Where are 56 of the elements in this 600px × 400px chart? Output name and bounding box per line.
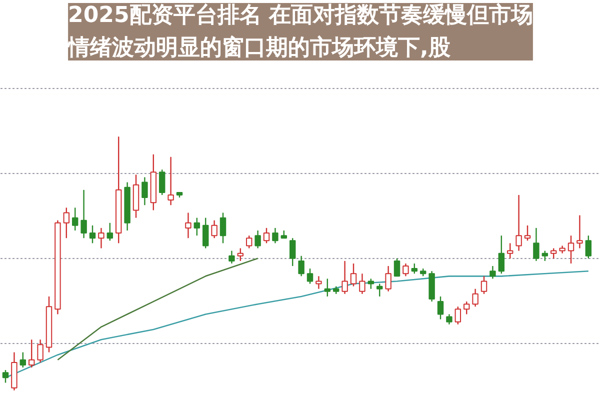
- candlestick: [490, 265, 496, 280]
- candlestick: [359, 273, 366, 295]
- candlestick: [142, 176, 148, 206]
- candlestick: [376, 283, 383, 298]
- candlestick: [463, 300, 470, 315]
- candlestick: [246, 234, 252, 249]
- candlestick: [228, 250, 235, 264]
- candlestick: [72, 207, 78, 232]
- candlestick: [585, 234, 592, 260]
- candlestick: [194, 217, 200, 236]
- candlestick: [576, 214, 583, 249]
- candlestick: [316, 276, 322, 290]
- candlestick: [211, 220, 218, 239]
- candlestick: [524, 224, 531, 242]
- candlestick: [368, 278, 374, 290]
- candlestick: [202, 217, 209, 249]
- candlestick: [480, 276, 488, 295]
- candlestick: [498, 234, 505, 274]
- candlestick: [533, 227, 540, 262]
- candlestick: [306, 268, 314, 284]
- candlestick: [324, 278, 331, 298]
- candlestick: [506, 242, 514, 260]
- candlestick: [2, 369, 9, 384]
- candlestick: [89, 224, 96, 244]
- candlestick: [168, 156, 174, 206]
- candlestick: [37, 339, 44, 364]
- candlestick: [472, 288, 478, 308]
- candlestick: [446, 314, 452, 325]
- candlestick: [411, 262, 418, 274]
- candlestick: [402, 262, 409, 277]
- candlestick: [289, 238, 296, 267]
- candlestick: [63, 207, 70, 239]
- candlestick: [342, 260, 348, 295]
- candlestick: [454, 306, 462, 325]
- candlestick: [237, 248, 244, 262]
- candlestick: [550, 248, 557, 260]
- candlestick: [20, 352, 26, 368]
- candlestick: [185, 212, 192, 239]
- candlestick: [516, 194, 522, 252]
- candlestick: [80, 189, 87, 239]
- candlestick: [437, 296, 444, 320]
- candlestick: [385, 265, 392, 292]
- candlestick: [98, 227, 104, 249]
- candlestick: [350, 262, 357, 287]
- candlestick: [254, 230, 261, 249]
- candlestick: [298, 255, 304, 277]
- candlestick: [263, 227, 270, 244]
- candlestick: [568, 234, 574, 264]
- candlestick: [542, 250, 548, 262]
- candlestick: [272, 227, 278, 244]
- candlestick: [158, 169, 166, 196]
- candlestick: [106, 222, 114, 242]
- candlestick: [28, 339, 35, 368]
- chart-title: 2025配资平台排名 在面对指数节奏缓慢但市场情绪波动明显的窗口期的市场环境下,股: [66, 2, 533, 60]
- candlestick: [220, 212, 226, 244]
- candlestick: [394, 258, 400, 277]
